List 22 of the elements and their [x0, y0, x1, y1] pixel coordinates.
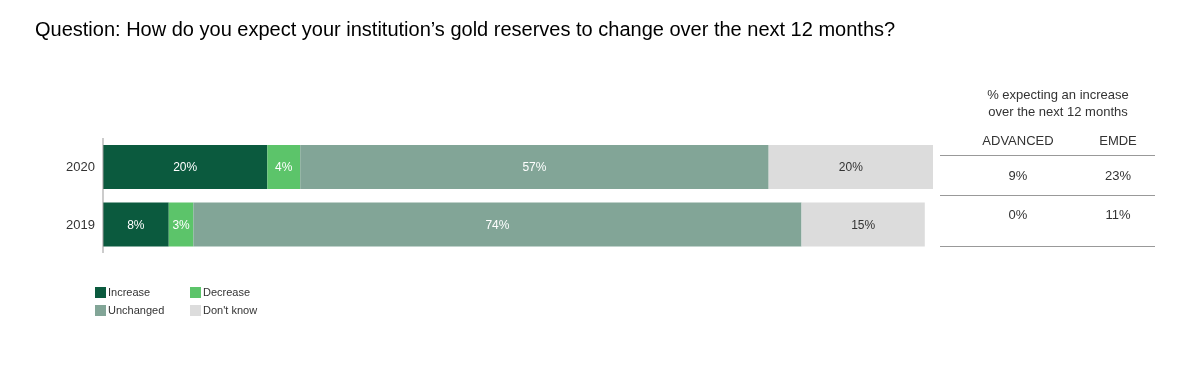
y-tick-label: 2020 [66, 159, 95, 175]
text: ADVANCED [981, 133, 1055, 148]
data-label: 4% [275, 160, 293, 175]
data-label: 57% [522, 160, 547, 175]
data-label: 3% [172, 217, 191, 232]
legend-label: Unchanged [108, 304, 165, 316]
text: EMDE [1098, 133, 1138, 148]
legend-label: Don't know [203, 304, 258, 316]
text: 23% [1104, 168, 1132, 183]
data-label: 15% [851, 217, 876, 232]
legend-label: Increase [108, 286, 151, 298]
legend-label: Decrease [203, 286, 251, 298]
text: 0% [1007, 207, 1029, 222]
chart-title: Question: How do you expect your institution’s gold reserves to change over the next 12 months? [35, 18, 896, 41]
text: 9% [1007, 168, 1029, 183]
text: % expecting an increase over the next 12 months [986, 86, 1130, 120]
text: 11% [1104, 207, 1132, 222]
y-tick-label: 2019 [66, 216, 95, 232]
data-label: 8% [127, 217, 145, 232]
data-label: 74% [485, 217, 510, 232]
data-label: 20% [838, 160, 864, 175]
data-label: 20% [173, 160, 198, 175]
